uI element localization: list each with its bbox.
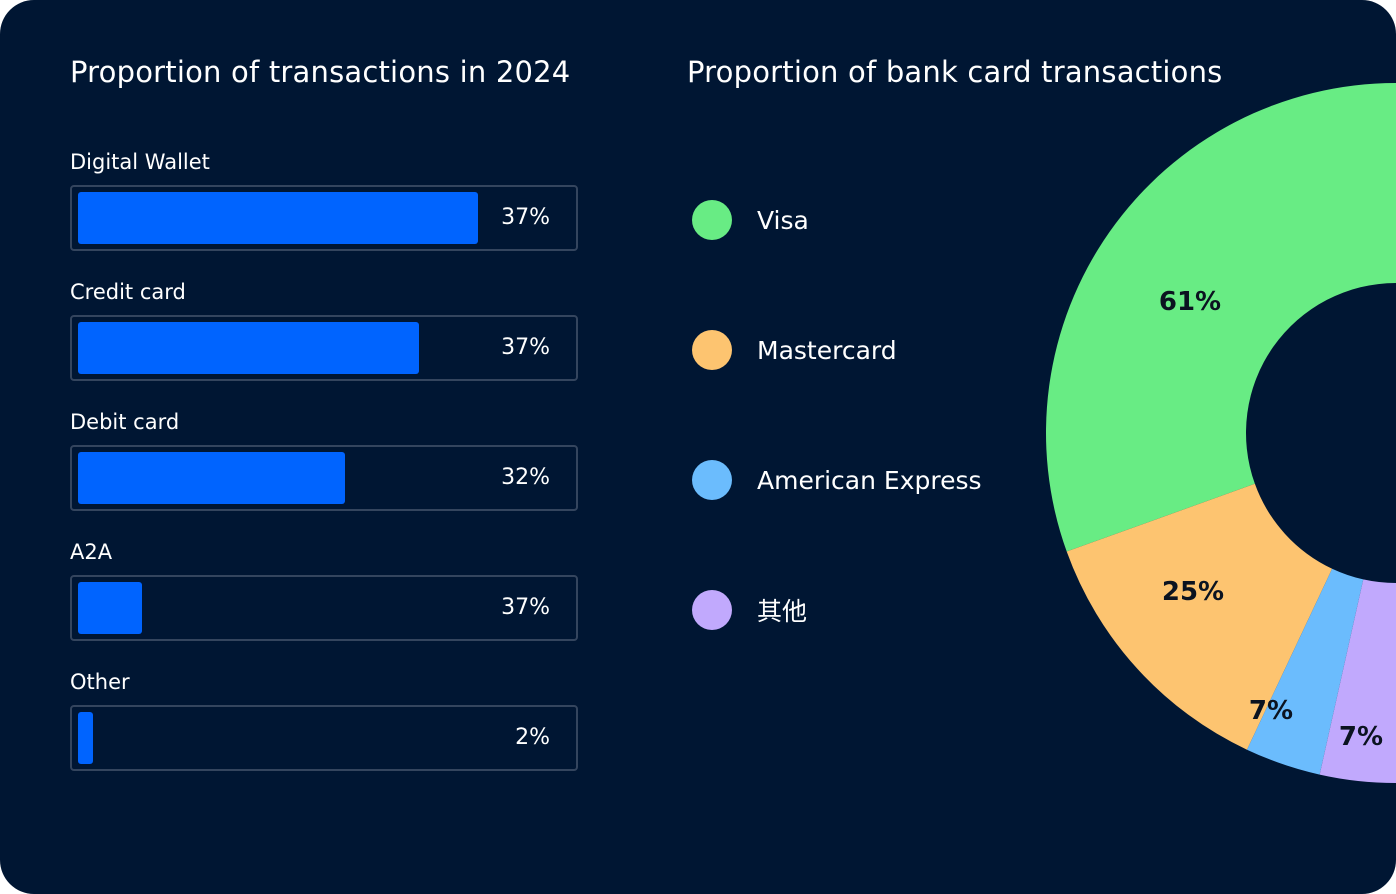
legend-label: American Express <box>757 465 982 495</box>
legend-swatch <box>692 330 732 370</box>
donut-slice <box>1066 483 1333 750</box>
bar-chart-title: Proportion of transactions in 2024 <box>70 55 571 89</box>
legend-item: Mastercard <box>692 330 897 370</box>
slice-value-label: 25% <box>1162 577 1224 607</box>
legend-item: Visa <box>692 200 809 240</box>
bar <box>78 322 419 374</box>
bar-value-label: 32% <box>501 465 550 490</box>
legend-item: 其他 <box>692 590 807 630</box>
legend-swatch <box>692 200 732 240</box>
donut-slice <box>1246 568 1364 775</box>
bar-label: Credit card <box>70 280 186 304</box>
legend-label: Mastercard <box>757 335 897 365</box>
bar-value-label: 2% <box>515 725 550 750</box>
bar-value-label: 37% <box>501 335 550 360</box>
legend-item: American Express <box>692 460 982 500</box>
bar-label: Digital Wallet <box>70 150 210 174</box>
bar-track: 37% <box>70 575 578 641</box>
donut-slice <box>1046 83 1396 552</box>
bar <box>78 452 345 504</box>
slice-value-label: 61% <box>1159 287 1221 317</box>
bar-track: 2% <box>70 705 578 771</box>
legend-swatch <box>692 460 732 500</box>
donut-slice <box>1319 579 1396 783</box>
legend-label: Visa <box>757 205 809 235</box>
slice-value-label: 7% <box>1249 696 1293 726</box>
bar-label: Debit card <box>70 410 180 434</box>
bar-track: 37% <box>70 185 578 251</box>
bar-value-label: 37% <box>501 595 550 620</box>
bar-track: 32% <box>70 445 578 511</box>
legend-swatch <box>692 590 732 630</box>
bar-label: A2A <box>70 540 113 564</box>
donut-chart-title: Proportion of bank card transactions <box>687 55 1223 89</box>
slice-value-label: 7% <box>1339 722 1383 752</box>
bar-track: 37% <box>70 315 578 381</box>
bar <box>78 582 143 634</box>
bar <box>78 192 479 244</box>
bar-value-label: 37% <box>501 205 550 230</box>
bar-label: Other <box>70 670 130 694</box>
legend-label: 其他 <box>757 597 808 626</box>
bar <box>78 712 93 764</box>
